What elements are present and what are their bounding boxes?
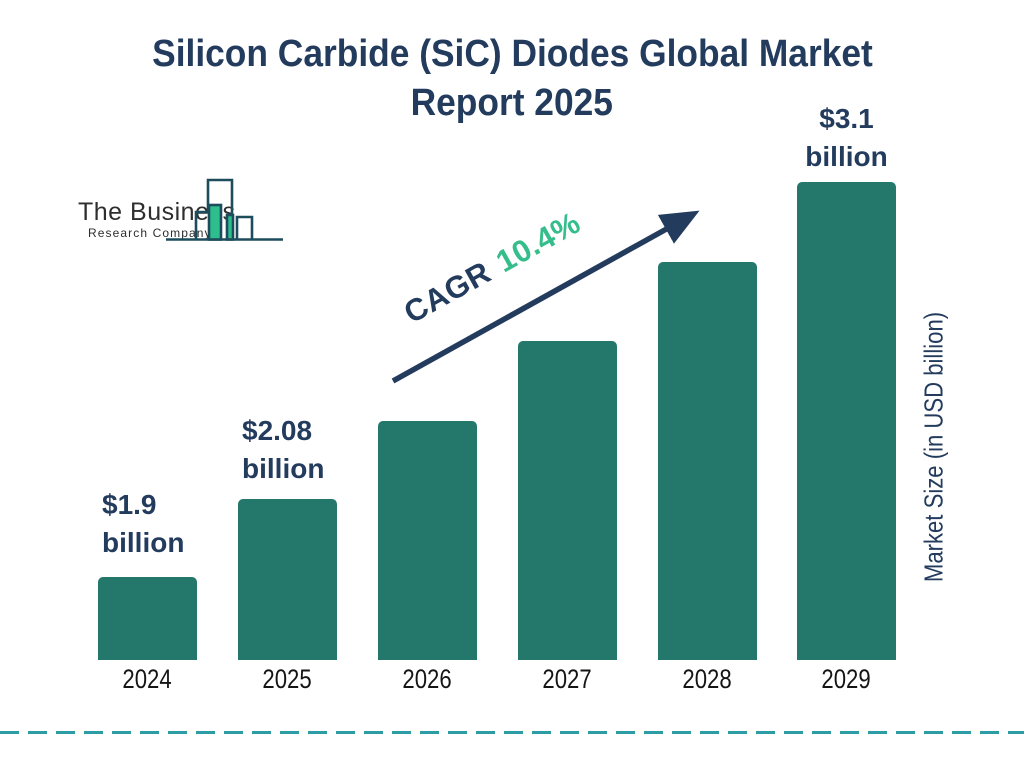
x-axis-label-text: 2029 <box>821 664 872 694</box>
x-axis-label-2027: 2027 <box>518 664 617 694</box>
bar-2026 <box>378 421 477 660</box>
page-title-line2: Report 2025 <box>410 82 614 124</box>
page-title-line1: Silicon Carbide (SiC) Diodes Global Mark… <box>151 33 873 75</box>
page-title: Silicon Carbide (SiC) Diodes Global Mark… <box>0 30 1024 128</box>
value-label-2024: $1.9 billion <box>102 489 185 558</box>
company-logo-subname: Research Company <box>88 226 212 240</box>
company-logo: The Business Research Company <box>76 176 286 246</box>
bar-2028 <box>658 262 757 660</box>
x-axis-label-text: 2028 <box>682 664 733 694</box>
cagr-trend-arrow <box>391 210 700 384</box>
y-axis-label: Market Size (in USD billion) <box>918 311 949 583</box>
value-label-2029: $3.1 billion <box>805 103 888 172</box>
x-axis-label-2026: 2026 <box>378 664 477 694</box>
bar-2027 <box>518 341 617 660</box>
x-axis-label-2028: 2028 <box>658 664 757 694</box>
bar-2029 <box>797 182 896 660</box>
value-label-2025: $2.08 billion <box>242 415 325 484</box>
bottom-dashed-divider <box>0 731 1024 734</box>
x-axis-label-2025: 2025 <box>238 664 337 694</box>
logo-bar-chart-icon <box>166 178 283 241</box>
bar-2024 <box>98 577 197 660</box>
x-axis-label-2024: 2024 <box>98 664 197 694</box>
x-axis-label-2029: 2029 <box>797 664 896 694</box>
bar-2025 <box>238 499 337 660</box>
x-axis-label-text: 2024 <box>122 664 173 694</box>
x-axis-label-text: 2025 <box>262 664 313 694</box>
x-axis-label-text: 2027 <box>542 664 593 694</box>
x-axis-label-text: 2026 <box>402 664 453 694</box>
